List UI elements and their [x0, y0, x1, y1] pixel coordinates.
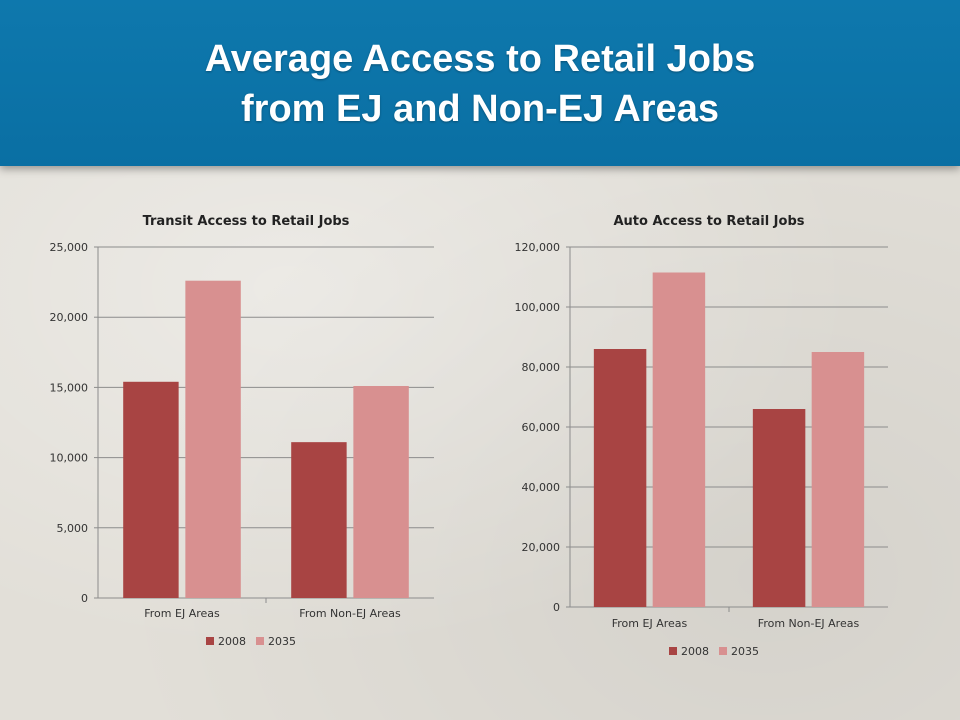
legend-swatch-2035 — [719, 647, 727, 655]
y-tick-label: 15,000 — [50, 381, 89, 394]
y-tick-label: 80,000 — [522, 361, 561, 374]
x-category-label: From Non-EJ Areas — [758, 617, 860, 630]
transit-access-chart: Transit Access to Retail Jobs 0 5,000 10,00… — [50, 214, 434, 648]
slide-title-line-2: from EJ and Non-EJ Areas — [241, 88, 719, 130]
y-tick-label: 0 — [553, 601, 560, 614]
bar-2035-ej — [652, 272, 706, 607]
bar-2035-non-ej — [811, 352, 865, 607]
legend-label-2008: 2008 — [218, 635, 246, 648]
y-tick-label: 20,000 — [522, 541, 561, 554]
y-tick-label: 10,000 — [50, 452, 89, 465]
legend-label-2035: 2035 — [731, 645, 759, 658]
bar-2008-ej — [593, 349, 647, 607]
bar-2008-ej — [123, 381, 179, 598]
y-tick-label: 20,000 — [50, 311, 89, 324]
legend-label-2008: 2008 — [681, 645, 709, 658]
y-tick-label: 120,000 — [515, 241, 561, 254]
x-category-label: From EJ Areas — [612, 617, 688, 630]
auto-access-chart: Auto Access to Retail Jobs 0 20,000 40,000 6… — [515, 214, 888, 658]
x-category-label: From Non-EJ Areas — [299, 607, 401, 620]
legend-swatch-2035 — [256, 637, 264, 645]
bar-2008-non-ej — [291, 442, 347, 598]
bar-2035-ej — [185, 280, 241, 598]
y-tick-label: 60,000 — [522, 421, 561, 434]
y-tick-label: 25,000 — [50, 241, 89, 254]
legend-swatch-2008 — [669, 647, 677, 655]
legend-swatch-2008 — [206, 637, 214, 645]
y-tick-label: 0 — [81, 592, 88, 605]
bar-2008-non-ej — [752, 409, 806, 607]
chart-title: Transit Access to Retail Jobs — [143, 214, 350, 229]
title-banner: Average Access to Retail Jobs from EJ an… — [0, 0, 960, 166]
legend-label-2035: 2035 — [268, 635, 296, 648]
bar-2035-non-ej — [353, 385, 409, 598]
chart-title: Auto Access to Retail Jobs — [613, 214, 804, 229]
y-tick-label: 40,000 — [522, 481, 561, 494]
y-tick-label: 100,000 — [515, 301, 561, 314]
slide-title-line-1: Average Access to Retail Jobs — [204, 38, 756, 80]
y-tick-label: 5,000 — [57, 522, 89, 535]
x-category-label: From EJ Areas — [144, 607, 220, 620]
